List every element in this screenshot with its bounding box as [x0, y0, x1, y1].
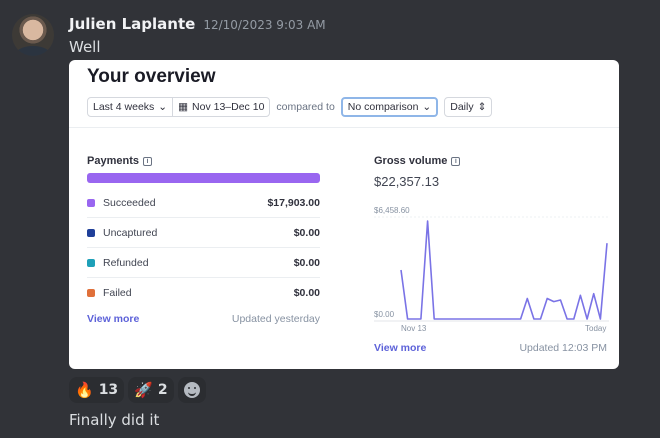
y-tick-label-max: $6,458.60	[374, 206, 410, 215]
compared-to-label: compared to	[276, 101, 335, 113]
gross-view-more-link[interactable]: View more	[374, 342, 427, 354]
payments-title: Payments i	[87, 155, 152, 167]
comparison-select[interactable]: No comparison ⌄	[340, 97, 439, 117]
avatar[interactable]	[12, 14, 54, 56]
date-range-button[interactable]: ▦ Nov 13–Dec 10	[172, 97, 271, 117]
calendar-icon: ▦	[178, 101, 189, 113]
filters-bar: Last 4 weeks ⌄ ▦ Nov 13–Dec 10 compared …	[87, 97, 493, 117]
legend-dot	[87, 258, 95, 267]
interval-select[interactable]: Daily ⇕	[444, 97, 493, 117]
info-icon[interactable]: i	[451, 156, 461, 166]
message-header: Julien Laplante 12/10/2023 9:03 AM	[69, 15, 326, 33]
legend-dot	[87, 289, 95, 297]
reactions-bar: 🔥 13 🚀 2	[69, 377, 206, 403]
legend-dot	[87, 228, 95, 237]
gross-volume-chart: $6,458.60 $0.00 Nov 13 Today	[374, 206, 609, 333]
y-tick-label-min: $0.00	[374, 310, 395, 319]
reaction-rocket[interactable]: 🚀 2	[128, 377, 174, 403]
message-text: Well	[69, 38, 101, 56]
attachment-image[interactable]: Your overview Last 4 weeks ⌄ ▦ Nov 13–De…	[69, 60, 619, 369]
gross-updated: Updated 12:03 PM	[519, 342, 607, 354]
timestamp: 12/10/2023 9:03 AM	[203, 18, 326, 32]
range-select[interactable]: Last 4 weeks ⌄	[87, 97, 174, 117]
rocket-icon: 🚀	[134, 381, 153, 399]
payment-row-refunded: Refunded $0.00	[87, 248, 320, 278]
payments-bar	[87, 173, 320, 183]
chevron-down-icon: ⌄	[422, 101, 432, 113]
payment-row-uncaptured: Uncaptured $0.00	[87, 218, 320, 248]
gross-volume-title: Gross volume i	[374, 155, 461, 167]
chevron-down-icon: ⌄	[158, 101, 168, 113]
payments-view-more-link[interactable]: View more	[87, 313, 140, 325]
sort-icon: ⇕	[477, 101, 487, 113]
smile-icon	[183, 382, 200, 398]
gross-volume-series-line	[400, 220, 608, 320]
fire-icon: 🔥	[75, 381, 94, 399]
payments-updated: Updated yesterday	[231, 313, 320, 325]
info-icon[interactable]: i	[142, 156, 152, 166]
username[interactable]: Julien Laplante	[69, 15, 196, 33]
x-tick-label-end: Today	[585, 324, 606, 333]
reaction-fire[interactable]: 🔥 13	[69, 377, 125, 403]
legend-dot	[87, 198, 95, 207]
payment-row-succeeded: Succeeded $17,903.00	[87, 188, 320, 218]
add-reaction-button[interactable]	[177, 377, 206, 403]
overview-title: Your overview	[87, 66, 216, 87]
payment-row-failed: Failed $0.00	[87, 278, 320, 308]
gross-volume-amount: $22,357.13	[374, 174, 440, 189]
divider	[69, 127, 619, 128]
x-tick-label-start: Nov 13	[401, 324, 427, 333]
message-text-followup: Finally did it	[69, 411, 160, 429]
